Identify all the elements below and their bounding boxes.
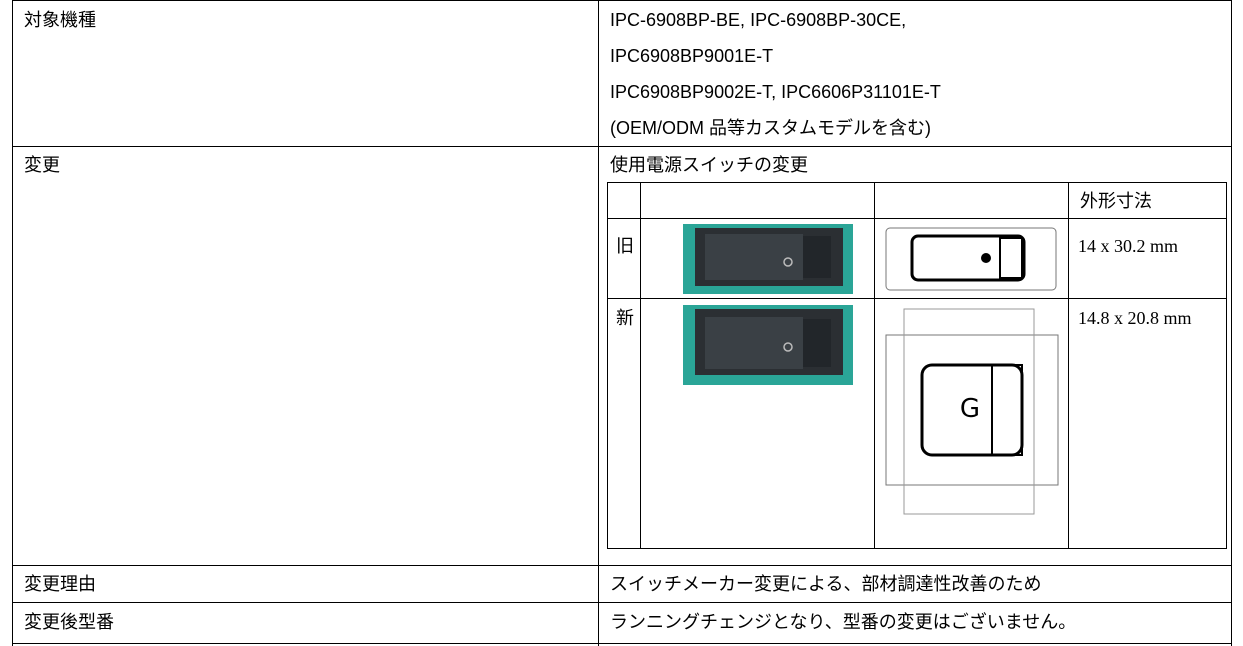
reason-text: スイッチメーカー変更による、部材調達性改善のため [610,574,1042,594]
change-text: 使用電源スイッチの変更 [610,155,808,175]
svg-text:G: G [960,394,980,424]
model-line: IPC6908BP9002E-T, IPC6606P31101E-T [610,82,941,102]
border [12,602,1232,603]
inner-border [607,218,1227,219]
model-line: (OEM/ODM 品等カスタムモデルを含む) [610,118,931,138]
spec-size: 14.8 x 20.8 mm [1078,308,1192,328]
switch-drawing [885,227,1057,291]
spec-size: 14 x 30.2 mm [1078,236,1179,256]
border [12,146,1232,147]
model-change-text: ランニングチェンジとなり、型番の変更はございません。 [610,612,1077,632]
row-label: 変更理由 [24,574,96,594]
spec-row-label: 新 [616,308,634,328]
inner-border [607,548,1227,549]
inner-border [874,182,875,549]
inner-border [1226,182,1227,549]
inner-border [607,182,1227,183]
border [598,0,599,646]
border [12,643,1232,644]
border [12,565,1232,566]
inner-border [607,182,608,549]
spec-row-label: 旧 [616,236,634,256]
switch-drawing: G [885,308,1059,515]
model-line: IPC-6908BP-BE, IPC-6908BP-30CE, [610,10,907,30]
row-label: 対象機種 [24,10,96,30]
inner-border [607,298,1227,299]
border [1231,0,1232,646]
row-label: 変更 [24,155,60,175]
switch-photo [683,224,853,294]
border [12,0,1232,1]
model-line: IPC6908BP9001E-T [610,46,774,66]
inner-border [1068,182,1069,549]
row-label: 変更後型番 [24,612,114,632]
inner-border [640,182,641,549]
border [12,0,13,646]
switch-photo [683,305,853,385]
spec-header: 外形寸法 [1080,191,1152,211]
